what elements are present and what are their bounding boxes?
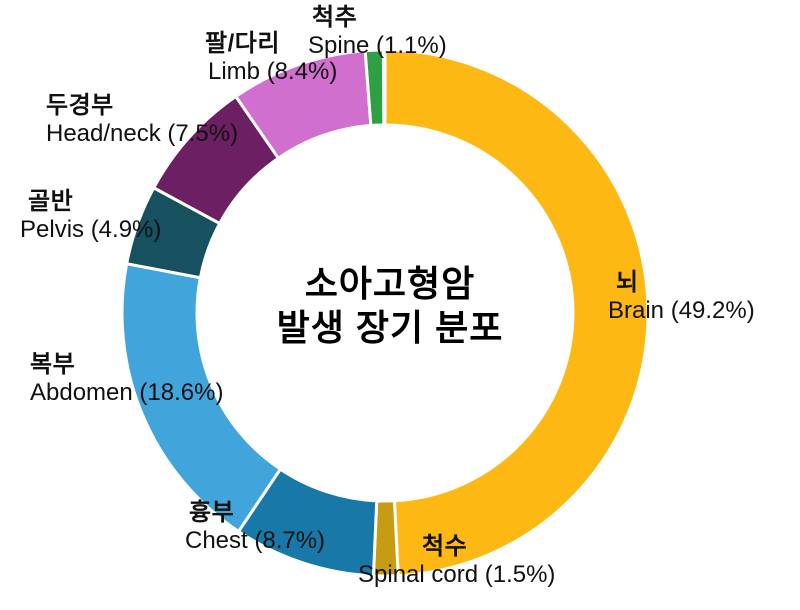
label-chest-en: Chest (8.7%) — [185, 526, 326, 554]
label-pelvis-ko: 골반 — [28, 188, 74, 215]
label-abdomen: 복부 Abdomen (18.6%) — [30, 352, 223, 406]
label-spine-en: Spine (1.1%) — [308, 31, 447, 59]
label-brain-ko: 뇌 — [616, 269, 639, 296]
chart-center-title: 소아고형암 발생 장기 분포 — [225, 262, 555, 350]
chart-center-title-line1: 소아고형암 — [304, 263, 476, 304]
label-pelvis: 골반 Pelvis (4.9%) — [20, 189, 161, 243]
label-chest-ko: 흉부 — [189, 499, 235, 526]
label-spinal-cord-ko: 척수 — [422, 533, 468, 560]
slice-spine — [363, 48, 386, 128]
slice-brain — [383, 48, 650, 578]
label-pelvis-en: Pelvis (4.9%) — [20, 215, 162, 243]
label-head-neck-ko: 두경부 — [46, 92, 114, 119]
chart-center-title-line2: 발생 장기 분포 — [276, 306, 504, 348]
label-spine: 척추 Spine (1.1%) — [308, 5, 447, 59]
label-limb-en: Limb (8.4%) — [208, 57, 338, 85]
label-spinal-cord: 척수 Spinal cord (1.5%) — [358, 534, 555, 588]
label-abdomen-en: Abdomen (18.6%) — [30, 378, 224, 406]
label-spine-ko: 척추 — [312, 4, 358, 31]
label-limb-ko: 팔/다리 — [205, 30, 280, 57]
label-brain-en: Brain (49.2%) — [608, 296, 755, 324]
label-chest: 흉부 Chest (8.7%) — [185, 500, 325, 554]
label-abdomen-ko: 복부 — [30, 351, 76, 378]
label-head-neck: 두경부 Head/neck (7.5%) — [46, 93, 238, 147]
label-spinal-cord-en: Spinal cord (1.5%) — [358, 560, 556, 588]
label-brain: 뇌 Brain (49.2%) — [608, 270, 755, 324]
label-limb: 팔/다리 Limb (8.4%) — [205, 31, 337, 85]
label-head-neck-en: Head/neck (7.5%) — [46, 119, 239, 147]
